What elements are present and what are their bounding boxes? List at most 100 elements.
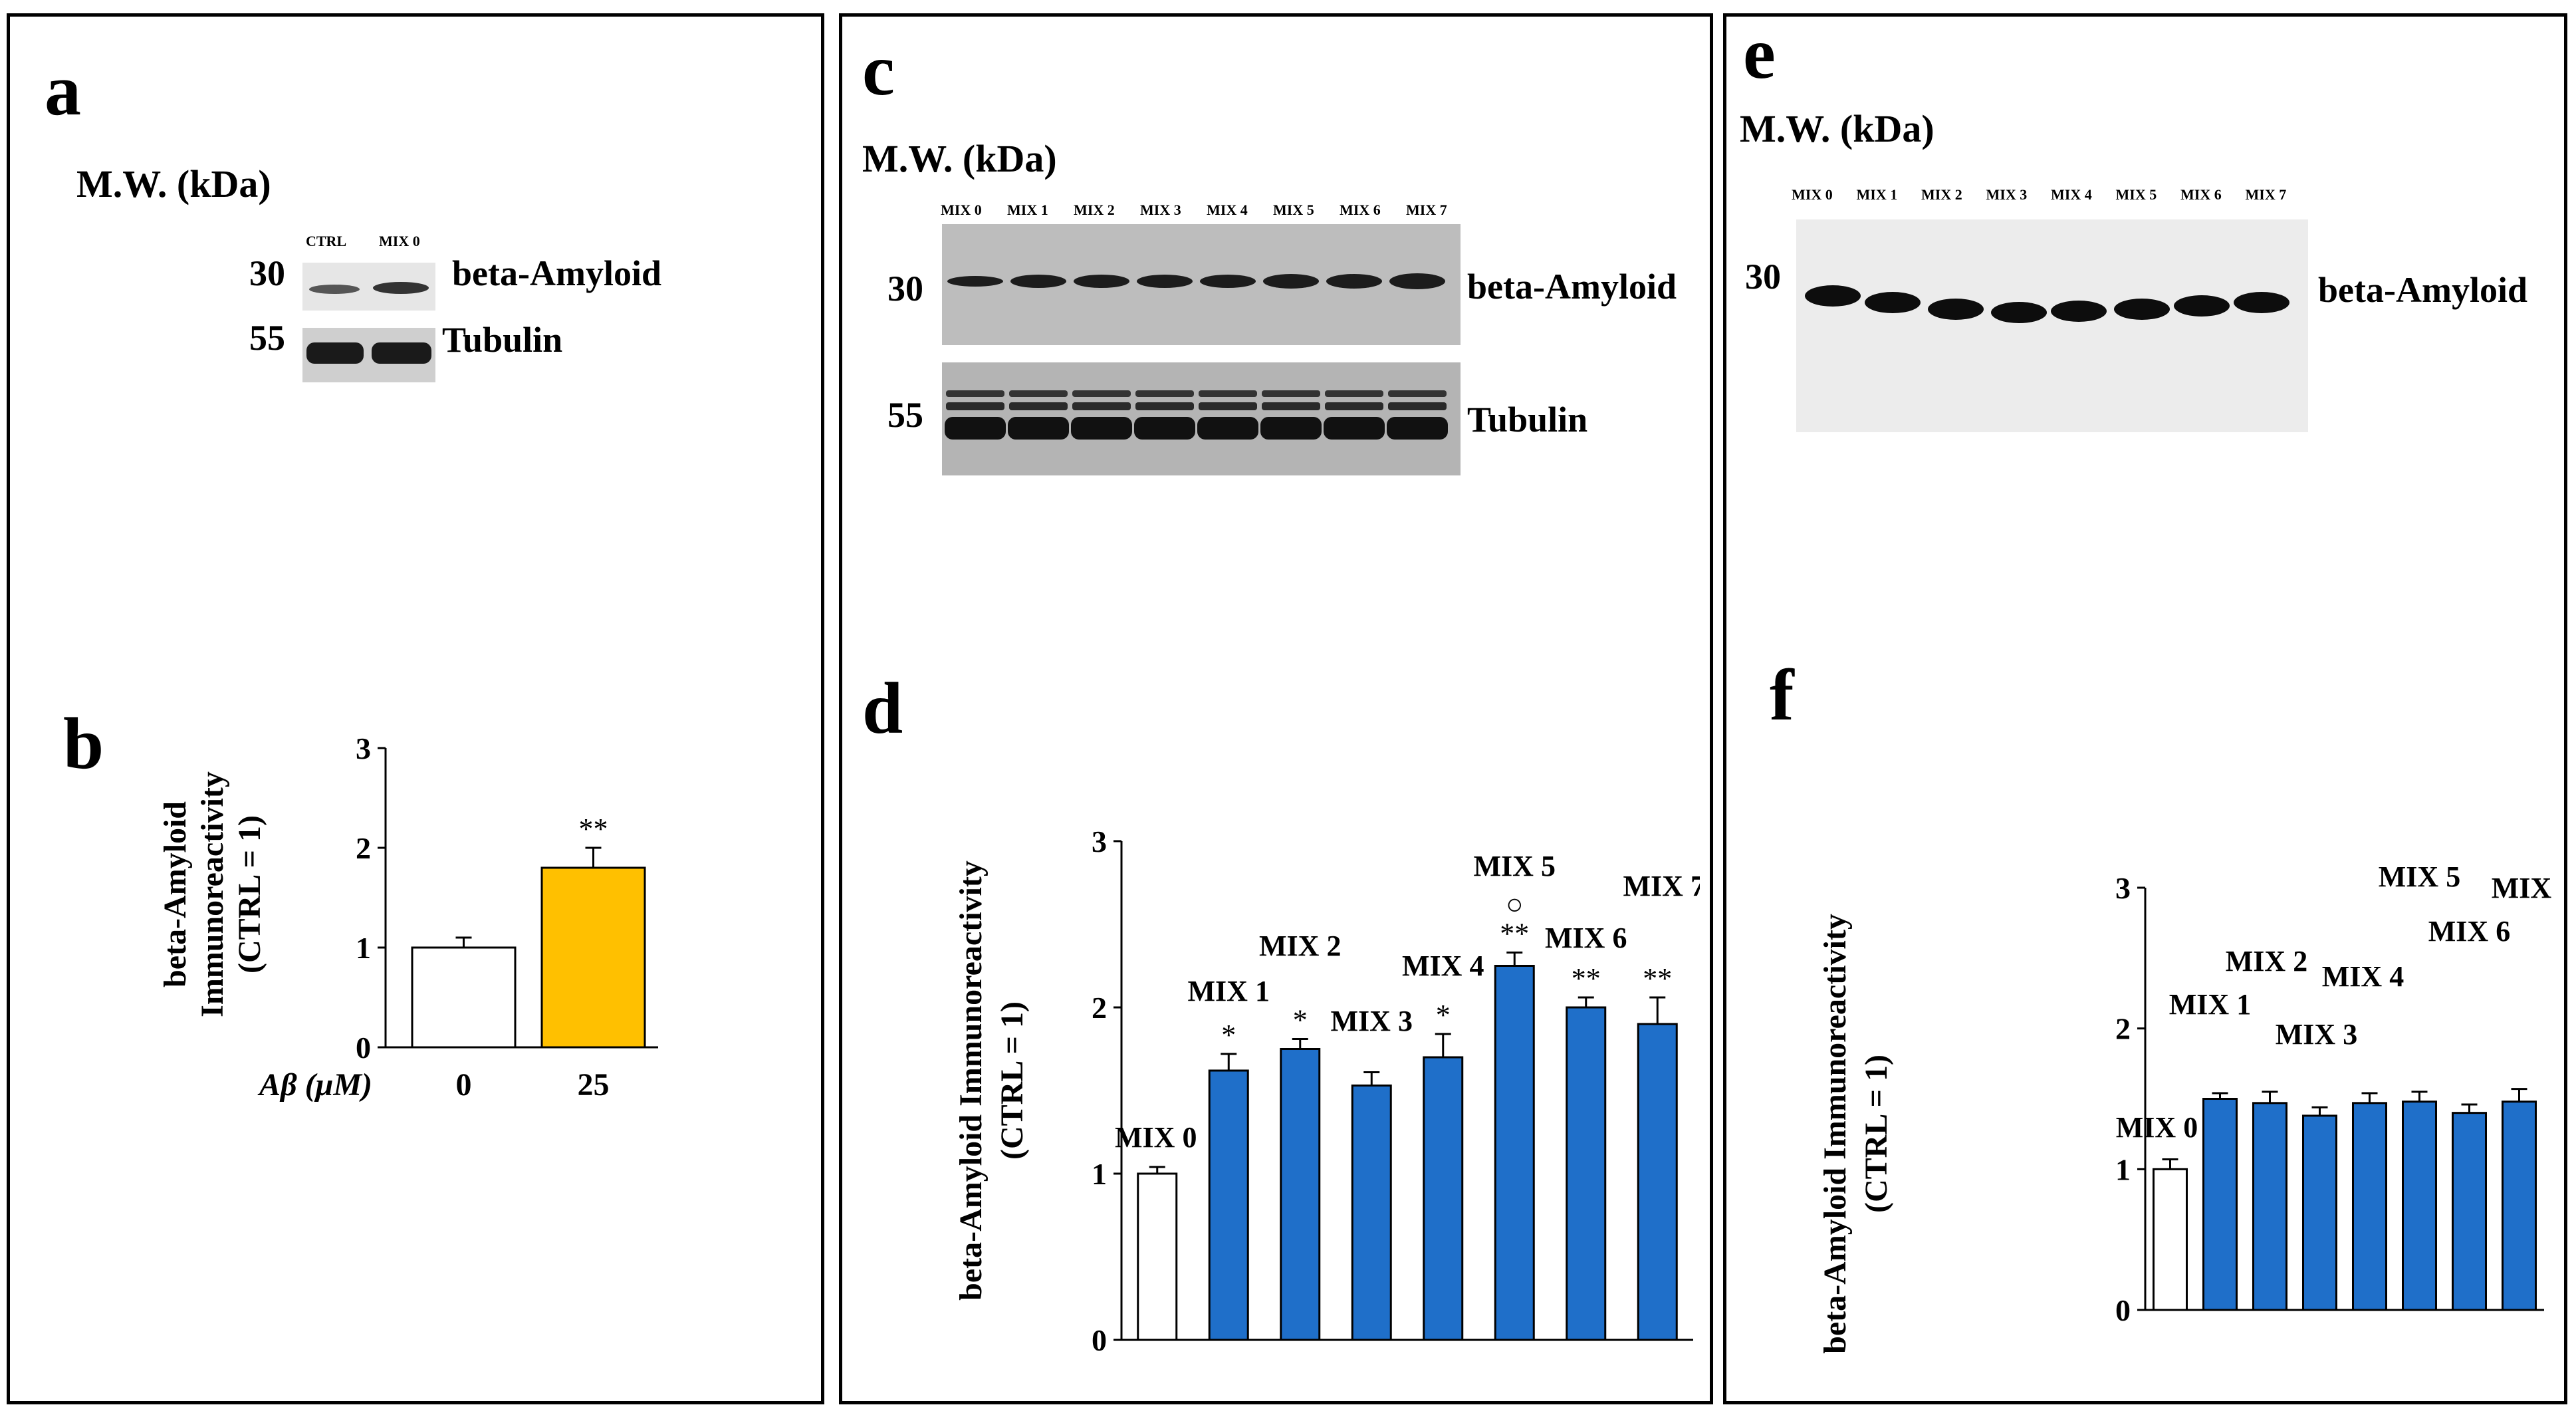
panel-letter-f: f [1770, 654, 1794, 735]
y-axis-label: (CTRL = 1) [995, 1001, 1030, 1160]
bar-mix-5 [1494, 965, 1535, 1341]
category-label: MIX 0 [2116, 1111, 2198, 1144]
panel-letter-e: e [1743, 13, 1776, 94]
y-tick-label: 2 [356, 831, 371, 865]
significance-marker: ** [1572, 962, 1601, 995]
lane-labels-e: MIX 0 MIX 1 MIX 2 MIX 3 MIX 4 MIX 5 MIX 6 MIX 7 [1786, 186, 2305, 206]
panel-c-d: c M.W. (kDa) MIX 0 MIX 1 MIX 2 MIX 3 MIX 4 MI… [839, 13, 1713, 1404]
panel-letter-c: c [862, 29, 895, 110]
bar-chart-f: 0 1 2 3 beta-Amyloid Immunoreactivity (CTRL =… [1817, 860, 2557, 1354]
y-axis-label: (CTRL = 1) [1859, 1055, 1894, 1213]
category-label: MIX 1 [2169, 988, 2251, 1021]
panel-letter-b: b [63, 703, 104, 784]
e-lane-label: MIX 4 [2051, 186, 2092, 203]
panel-letter-d: d [862, 668, 903, 749]
mw-header-e: M.W. (kDa) [1740, 107, 1934, 150]
bar-0 [411, 946, 517, 1049]
e-lane-label: MIX 0 [1792, 186, 1833, 203]
bar-mix-1 [1208, 1069, 1249, 1341]
y-tick-label: 3 [1092, 825, 1107, 858]
c-lane-label: MIX 5 [1273, 201, 1314, 218]
category-label: MIX 7 [1623, 870, 1700, 902]
y-axis-label: (CTRL = 1) [232, 815, 267, 973]
bar-mix-1 [2202, 1098, 2238, 1311]
x-tick-label: 25 [578, 1067, 610, 1102]
significance-marker: ** [1500, 918, 1529, 950]
bar-mix-5 [2402, 1100, 2437, 1311]
western-blot-c-tubulin [942, 362, 1461, 475]
category-label: MIX 0 [1115, 1121, 1197, 1154]
bar-mix-0 [2153, 1168, 2188, 1311]
y-tick-label: 1 [356, 931, 371, 965]
significance-marker: ○ [1506, 888, 1524, 921]
category-label: MIX 1 [1188, 975, 1270, 1007]
protein-label-tubulin-a: Tubulin [442, 320, 563, 360]
y-axis-label: beta-Amyloid Immunoreactivity [953, 860, 989, 1301]
category-label: MIX 6 [1545, 922, 1627, 954]
c-lane-label: MIX 0 [941, 201, 982, 218]
x-axis-label: Aβ (μM) [257, 1067, 372, 1102]
c-lane-label: MIX 2 [1074, 201, 1115, 218]
significance-marker: * [1436, 999, 1451, 1031]
y-tick-label: 1 [1092, 1157, 1107, 1191]
lane-labels-c: MIX 0 MIX 1 MIX 2 MIX 3 MIX 4 MIX 5 MIX 6 MIX 7 [935, 201, 1467, 221]
category-label: MIX 4 [1402, 950, 1484, 982]
bar-mix-2 [1280, 1048, 1321, 1341]
panel-a-b: a M.W. (kDa) CTRL MIX 0 30 55 beta-Amylo… [7, 13, 824, 1404]
protein-label-tubulin-c: Tubulin [1467, 400, 1588, 440]
significance-marker: * [1221, 1019, 1236, 1051]
lane-label-ctrl: CTRL [306, 233, 347, 249]
mw-header-c: M.W. (kDa) [862, 137, 1057, 180]
c-lane-label: MIX 1 [1007, 201, 1048, 218]
bar-mix-4 [1423, 1056, 1464, 1341]
e-lane-label: MIX 7 [2245, 186, 2287, 203]
western-blot-a-amyloid [302, 263, 435, 311]
mw-30-e: 30 [1745, 257, 1781, 297]
category-label: MIX 5 [2379, 860, 2460, 893]
bar-25 [540, 866, 646, 1049]
bar-mix-7 [2502, 1100, 2537, 1311]
y-tick-label: 2 [1092, 991, 1107, 1025]
mw-55-a: 55 [249, 318, 285, 358]
bar-mix-4 [2352, 1102, 2387, 1311]
category-label: MIX 3 [2276, 1018, 2357, 1051]
significance-marker: ** [1643, 962, 1672, 995]
mw-55-c: 55 [887, 395, 923, 435]
mw-30-c: 30 [887, 269, 923, 309]
category-label: MIX 5 [1474, 850, 1556, 882]
lane-label-mix0: MIX 0 [379, 233, 420, 249]
significance-marker: * [1293, 1004, 1308, 1037]
e-lane-label: MIX 2 [1921, 186, 1962, 203]
protein-label-amyloid-a: beta-Amyloid [452, 253, 661, 293]
e-lane-label: MIX 3 [1986, 186, 2028, 203]
y-tick-label: 0 [2115, 1293, 2131, 1327]
significance-marker: ** [579, 813, 608, 845]
bar-mix-7 [1637, 1023, 1678, 1341]
c-lane-label: MIX 6 [1340, 201, 1381, 218]
bar-chart-b: 0 1 2 3 beta-Amyloid Immunoreactivity (CTRL = … [158, 731, 658, 1102]
y-tick-label: 0 [1092, 1323, 1107, 1357]
panel-letter-a: a [45, 49, 81, 130]
category-label: MIX 7 [2492, 872, 2557, 904]
western-blot-e-amyloid [1796, 219, 2308, 432]
protein-label-amyloid-e: beta-Amyloid [2318, 270, 2527, 310]
mw-header-a: M.W. (kDa) [76, 162, 271, 205]
bar-mix-3 [1351, 1085, 1392, 1341]
y-axis-label: Immunoreactivity [195, 771, 230, 1017]
x-tick-label: 0 [456, 1067, 472, 1102]
category-label: MIX 2 [1259, 930, 1341, 962]
c-lane-label: MIX 3 [1140, 201, 1181, 218]
y-tick-label: 3 [2115, 871, 2131, 905]
y-tick-label: 2 [2115, 1012, 2131, 1046]
c-lane-label: MIX 4 [1207, 201, 1248, 218]
category-label: MIX 4 [2322, 960, 2404, 993]
western-blot-c-amyloid [942, 224, 1461, 345]
bar-mix-6 [1566, 1006, 1607, 1341]
c-lane-label: MIX 7 [1406, 201, 1447, 218]
bar-mix-6 [2452, 1112, 2487, 1311]
category-label: MIX 3 [1331, 1005, 1413, 1037]
panel-e-f: e M.W. (kDa) MIX 0 MIX 1 MIX 2 MIX 3 MIX 4 MI… [1723, 13, 2567, 1404]
protein-label-amyloid-c: beta-Amyloid [1467, 267, 1677, 307]
bar-mix-0 [1137, 1172, 1178, 1341]
e-lane-label: MIX 1 [1856, 186, 1898, 203]
